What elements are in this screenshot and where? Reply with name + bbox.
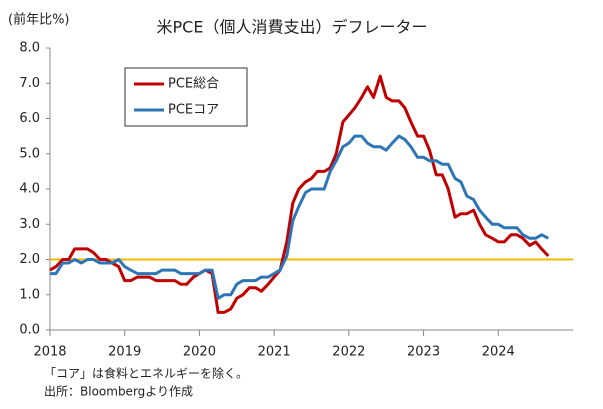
y-tick-label: 2.0 xyxy=(19,252,40,267)
y-tick-label: 4.0 xyxy=(19,182,40,197)
x-tick-label: 2018 xyxy=(33,345,66,360)
chart-title: 米PCE（個人消費支出）デフレーター xyxy=(157,18,428,37)
y-tick-label: 0.0 xyxy=(19,323,40,338)
x-tick-label: 2021 xyxy=(258,345,291,360)
x-tick-label: 2019 xyxy=(108,345,141,360)
legend-label: PCE総合 xyxy=(168,77,219,92)
y-axis-label: (前年比%) xyxy=(8,12,70,28)
legend-box xyxy=(124,67,248,127)
y-tick-label: 3.0 xyxy=(19,217,40,232)
x-tick-label: 2024 xyxy=(482,345,515,360)
y-tick-label: 7.0 xyxy=(19,76,40,91)
series-line xyxy=(50,134,549,300)
y-tick-label: 6.0 xyxy=(19,111,40,126)
x-tick-label: 2020 xyxy=(183,345,216,360)
x-tick-label: 2022 xyxy=(332,345,365,360)
legend-label: PCEコア xyxy=(168,103,219,118)
y-tick-label: 8.0 xyxy=(19,41,40,56)
series-line xyxy=(49,74,550,314)
y-tick-label: 5.0 xyxy=(19,146,40,161)
y-tick-label: 1.0 xyxy=(19,287,40,302)
x-tick-label: 2023 xyxy=(407,345,440,360)
note: 「コア」は食料とエネルギーを除く。 xyxy=(44,366,248,381)
note: 出所：Bloombergより作成 xyxy=(44,385,193,399)
